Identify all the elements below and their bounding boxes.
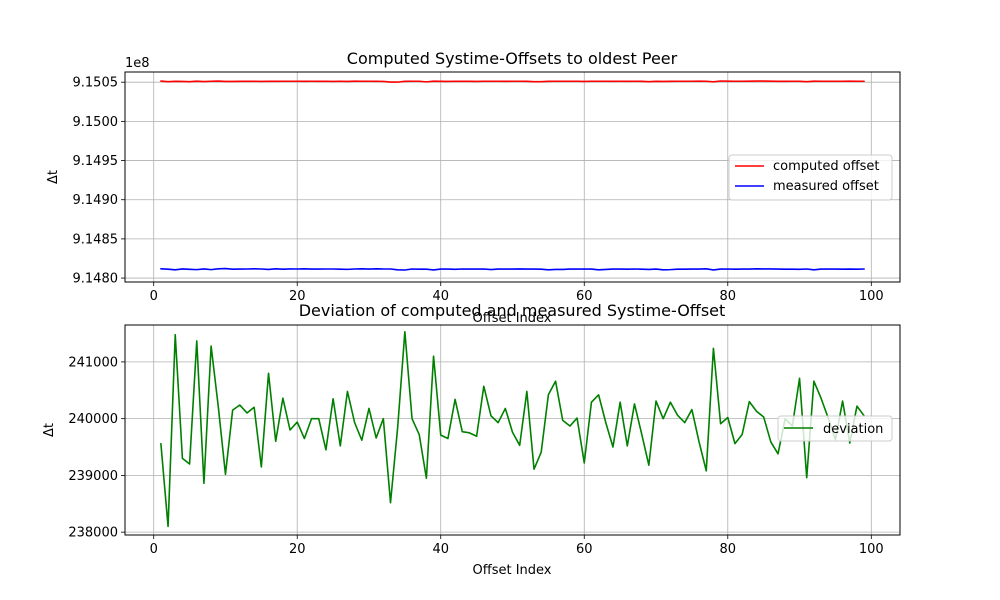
deviation-chart: 0 20 40 60 80 100 238000 239000 240000 241000 De… <box>42 301 901 578</box>
legend: computed offset measured offset <box>728 154 893 201</box>
x-tick-label: 80 <box>720 289 737 304</box>
series-line-deviation <box>160 331 865 528</box>
computed-offsets-chart: 0 20 40 60 80 100 9.14809.14859.14909.14959.1… <box>46 49 901 326</box>
x-tick-label: 60 <box>576 542 593 557</box>
series-lines <box>160 331 865 528</box>
series-lines <box>160 80 865 271</box>
y-tick-label: 238000 <box>68 526 118 541</box>
y-ticks: 9.1480 9.1485 9.1490 9.1495 9.1500 9.1505 <box>73 76 125 287</box>
grid-lines <box>125 325 900 535</box>
axes-frame <box>124 324 901 536</box>
legend-box <box>777 415 893 442</box>
y-tick-label: 9.1495 <box>73 154 119 169</box>
y-tick-label: 9.1500 <box>73 115 119 130</box>
y-axis-label: Δt <box>46 170 61 184</box>
x-axis-label: Offset Index <box>473 311 552 326</box>
y-tick-label: 9.1505 <box>73 76 119 91</box>
chart-title: Computed Systime-Offsets to oldest Peer <box>347 49 678 68</box>
legend-label-computed: computed offset <box>773 159 880 174</box>
y-axis-label: Δt <box>42 423 57 437</box>
series-line-computed-offset <box>160 80 865 83</box>
x-ticks: 0 20 40 60 80 100 <box>150 282 884 304</box>
y-tick-label: 9.1480 <box>73 272 119 287</box>
x-tick-label: 0 <box>150 289 158 304</box>
legend-label-deviation: deviation <box>823 422 883 437</box>
x-tick-label: 80 <box>720 542 737 557</box>
x-tick-label: 60 <box>576 289 593 304</box>
x-tick-label: 100 <box>859 542 884 557</box>
y-tick-label: 241000 <box>68 355 118 370</box>
y-offset-label: 1e8 <box>125 56 150 71</box>
x-ticks: 0 20 40 60 80 100 <box>150 535 884 557</box>
x-tick-label: 20 <box>289 542 306 557</box>
legend-label-measured: measured offset <box>773 179 879 194</box>
legend-box <box>728 154 893 201</box>
legend: deviation <box>777 415 893 442</box>
axes-frame <box>124 71 901 283</box>
y-tick-label: 239000 <box>68 469 118 484</box>
x-tick-label: 40 <box>432 289 449 304</box>
y-ticks: 238000 239000 240000 241000 <box>68 355 125 541</box>
x-tick-label: 20 <box>289 289 306 304</box>
y-tick-label: 9.1485 <box>73 232 119 247</box>
chart-title: Deviation of computed and measured Systi… <box>299 301 726 320</box>
series-line-measured-offset <box>160 267 865 271</box>
y-tick-label: 9.1490 <box>73 193 119 208</box>
y-tick-label: 240000 <box>68 412 118 427</box>
x-tick-label: 100 <box>859 289 884 304</box>
x-tick-label: 40 <box>432 542 449 557</box>
x-axis-label: Offset Index <box>473 563 552 578</box>
x-tick-label: 0 <box>150 542 158 557</box>
